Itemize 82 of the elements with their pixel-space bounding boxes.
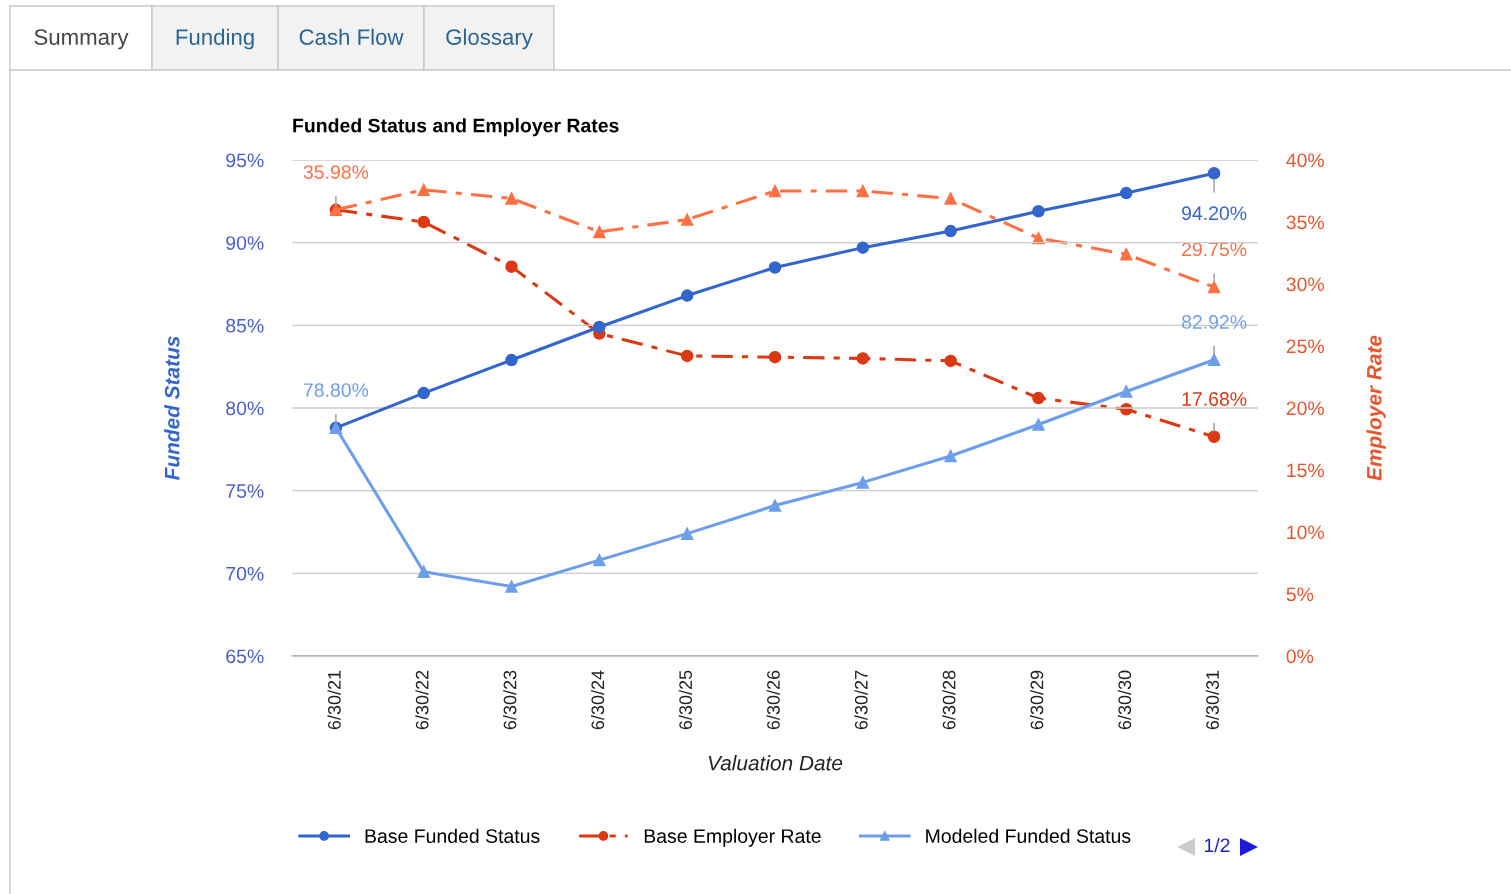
point — [1120, 247, 1133, 261]
legend-label: Base Funded Status — [365, 828, 540, 843]
y2-tick-label: 5% — [1286, 587, 1314, 602]
text: Summary — [34, 29, 129, 50]
point — [1032, 391, 1045, 405]
point — [417, 183, 430, 197]
legend-label: Modeled Funded Status — [926, 828, 1131, 843]
y2-axis-title: Employer Rate — [1366, 335, 1386, 481]
point — [505, 353, 518, 367]
point — [505, 580, 518, 593]
y2-tick-label: 20% — [1286, 401, 1324, 416]
point — [680, 527, 694, 540]
point — [680, 213, 694, 226]
y2-tick-label: 10% — [1287, 525, 1324, 540]
point — [768, 261, 782, 274]
y-tick-label: 70% — [226, 566, 264, 581]
point — [1207, 280, 1221, 294]
y-tick-label: 80% — [226, 401, 264, 416]
text: Cash Flow — [299, 28, 404, 45]
y2-tick-label: 0% — [1286, 649, 1314, 664]
x-tick-label: 6/30/23 — [503, 670, 517, 730]
point — [944, 449, 957, 463]
point — [593, 225, 606, 239]
y2-tick-label: 25% — [1286, 339, 1324, 354]
point — [593, 553, 606, 567]
x-tick-label: 6/30/25 — [678, 670, 693, 730]
data-label: 94.20% — [1182, 206, 1247, 221]
x-tick-label: 6/30/29 — [1030, 670, 1044, 730]
x-tick-label: 6/30/24 — [590, 670, 605, 730]
x-tick-label: 6/30/26 — [766, 670, 780, 730]
point — [768, 184, 782, 198]
point — [944, 192, 957, 205]
y-tick-label: 85% — [226, 318, 264, 333]
point — [417, 386, 430, 400]
y-axis-title: Funded Status — [164, 336, 180, 480]
data-label: 17.68% — [1182, 392, 1247, 406]
x-tick-label: 6/30/27 — [854, 670, 868, 730]
x-tick-label: 6/30/28 — [942, 670, 956, 730]
data-label: 82.92% — [1181, 315, 1247, 329]
x-tick-label: 6/30/22 — [415, 670, 429, 730]
point — [680, 289, 694, 302]
point — [593, 320, 606, 334]
point — [417, 565, 430, 578]
point — [1207, 353, 1221, 366]
point — [1120, 186, 1133, 200]
point — [1032, 205, 1045, 218]
point — [768, 499, 782, 512]
text: 1/2 — [1204, 837, 1230, 853]
y-tick-label: 90% — [226, 236, 264, 250]
point — [505, 192, 518, 205]
point — [944, 354, 957, 368]
y2-tick-label: 35% — [1286, 215, 1324, 230]
point — [768, 350, 782, 364]
x-tick-label: 6/30/30 — [1117, 670, 1132, 730]
text: Funding — [176, 28, 254, 50]
y-tick-label: 65% — [226, 649, 264, 664]
data-label: 78.80% — [303, 383, 369, 397]
point — [856, 184, 870, 198]
text: Glossary — [446, 28, 533, 50]
point — [856, 476, 870, 489]
point — [856, 241, 870, 254]
data-label: 35.98% — [303, 165, 369, 179]
point — [417, 215, 430, 229]
x-tick-label: 6/30/21 — [327, 670, 341, 730]
point — [1032, 418, 1045, 431]
chart-title: Funded Status and Employer Rates — [293, 118, 619, 137]
y2-tick-label: 30% — [1286, 277, 1324, 292]
x-axis-title: Valuation Date — [708, 755, 843, 771]
y2-tick-label: 15% — [1287, 463, 1324, 478]
y-tick-label: 95% — [226, 153, 264, 168]
legend-label: Base Employer Rate — [644, 828, 821, 847]
y-tick-label: 75% — [226, 484, 264, 498]
point — [856, 352, 870, 365]
point — [1207, 166, 1221, 180]
point — [1120, 385, 1133, 398]
x-tick-label: 6/30/31 — [1205, 670, 1219, 730]
data-label: 29.75% — [1182, 242, 1247, 257]
point — [1207, 430, 1221, 444]
y2-tick-label: 40% — [1286, 153, 1324, 168]
point — [505, 260, 518, 273]
point — [680, 349, 694, 363]
point — [944, 224, 957, 238]
